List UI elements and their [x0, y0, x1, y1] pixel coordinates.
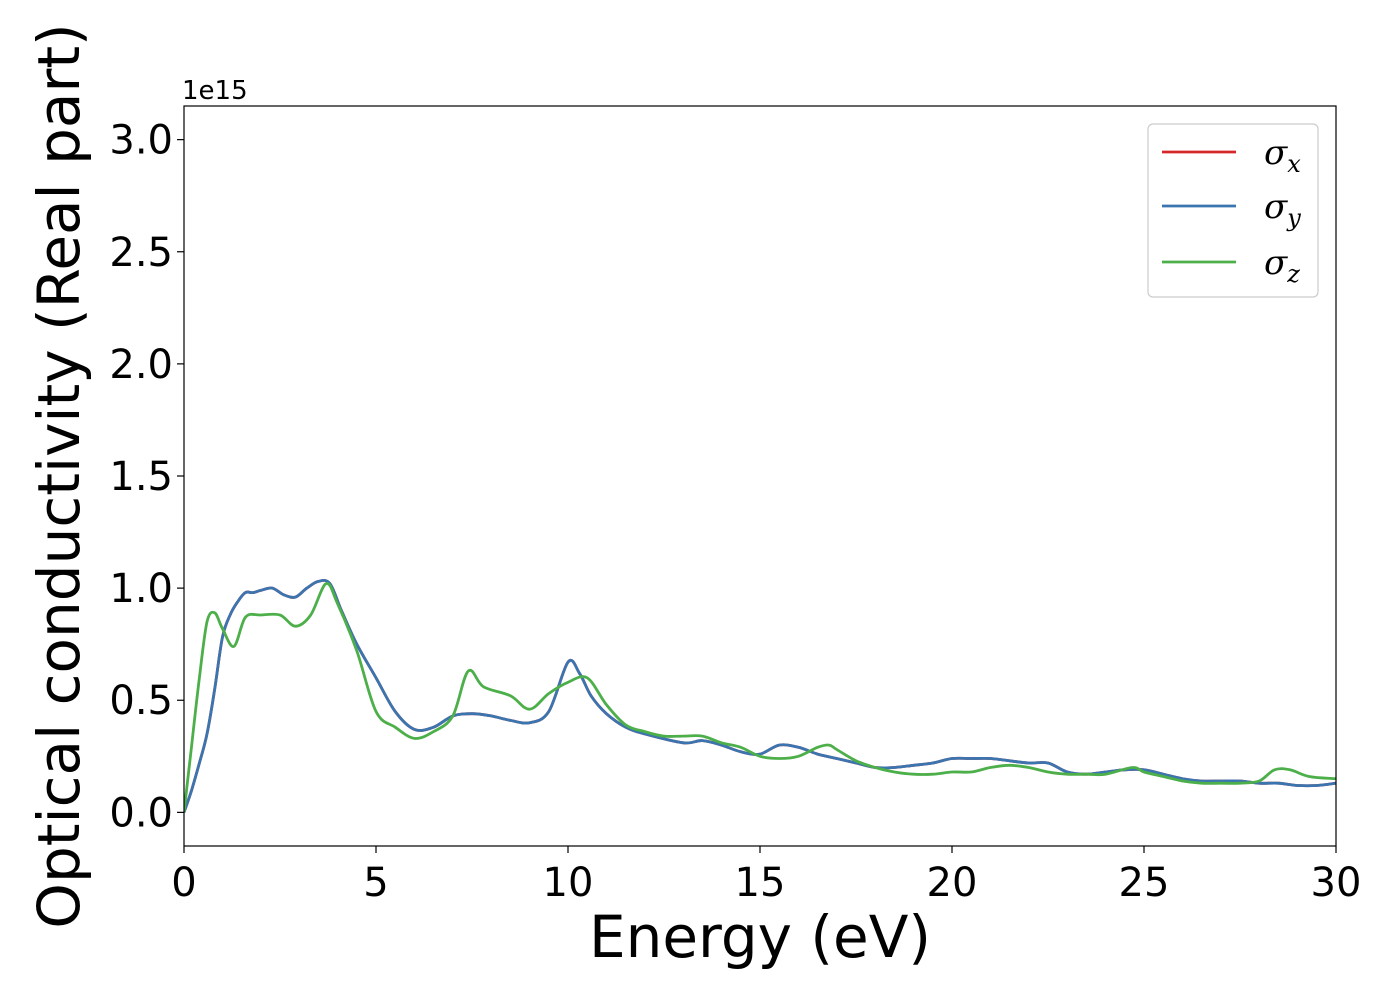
y-axis-label: Optical conductivity (Real part)	[25, 23, 93, 928]
y-tick-label: 2.0	[109, 342, 173, 388]
y-tick-label: 0.0	[109, 790, 173, 836]
x-tick-label: 5	[363, 860, 388, 906]
x-tick-label: 10	[543, 860, 594, 906]
series-line-z	[184, 582, 1336, 813]
y-offset-text: 1e15	[182, 76, 248, 106]
legend-label-y: σy	[1264, 187, 1301, 232]
legend-label-z: σz	[1264, 243, 1300, 288]
x-axis-ticks: 0 5 10 15 20 25 30	[171, 846, 1361, 906]
x-tick-label: 30	[1311, 860, 1362, 906]
series-layer	[184, 579, 1336, 813]
legend-label-x: σx	[1264, 133, 1301, 178]
y-tick-label: 3.0	[109, 118, 173, 164]
x-tick-label: 25	[1119, 860, 1170, 906]
x-tick-label: 0	[171, 860, 196, 906]
y-tick-label: 2.5	[109, 230, 173, 276]
x-tick-label: 15	[735, 860, 786, 906]
x-axis-label: Energy (eV)	[589, 903, 931, 971]
legend-box	[1147, 123, 1319, 298]
legend: σx σy σz	[1147, 123, 1319, 298]
y-tick-label: 1.5	[109, 454, 173, 500]
y-tick-label: 0.5	[109, 678, 173, 724]
y-tick-label: 1.0	[109, 566, 173, 612]
x-tick-label: 20	[927, 860, 978, 906]
y-axis-ticks: 0.0 0.5 1.0 1.5 2.0 2.5 3.0	[109, 118, 184, 836]
